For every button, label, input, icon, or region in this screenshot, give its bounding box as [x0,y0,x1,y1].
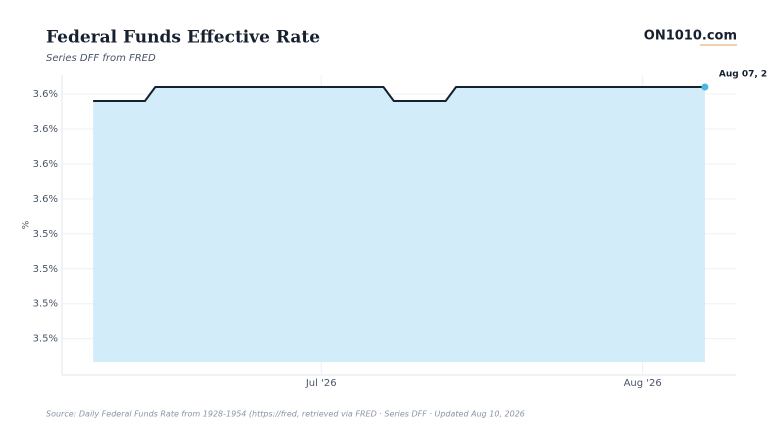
chart-subtitle: Series DFF from FRED [46,53,156,64]
series-line [93,86,705,102]
y-tick-label: 3.5% [33,264,58,275]
last-point [701,83,709,91]
y-tick-label: 3.5% [33,334,58,345]
y-tick-label: 3.6% [33,194,58,205]
annotation: Aug 07, 2 [719,70,767,80]
y-tick-label: 3.5% [33,299,58,310]
x-tick-label: Aug '26 [624,378,662,389]
x-tick-label: Jul '26 [305,378,337,389]
area-fill [93,87,705,363]
y-axis-label: % [22,220,32,229]
y-tick-label: 3.6% [33,89,58,100]
y-tick-label: 3.6% [33,124,58,135]
y-tick-label: 3.5% [33,229,58,240]
source-note: Source: Daily Federal Funds Rate from 19… [46,410,525,419]
brand: ON1010.com [644,29,737,44]
y-tick-label: 3.6% [33,159,58,170]
chart-title: Federal Funds Effective Rate [46,28,320,48]
